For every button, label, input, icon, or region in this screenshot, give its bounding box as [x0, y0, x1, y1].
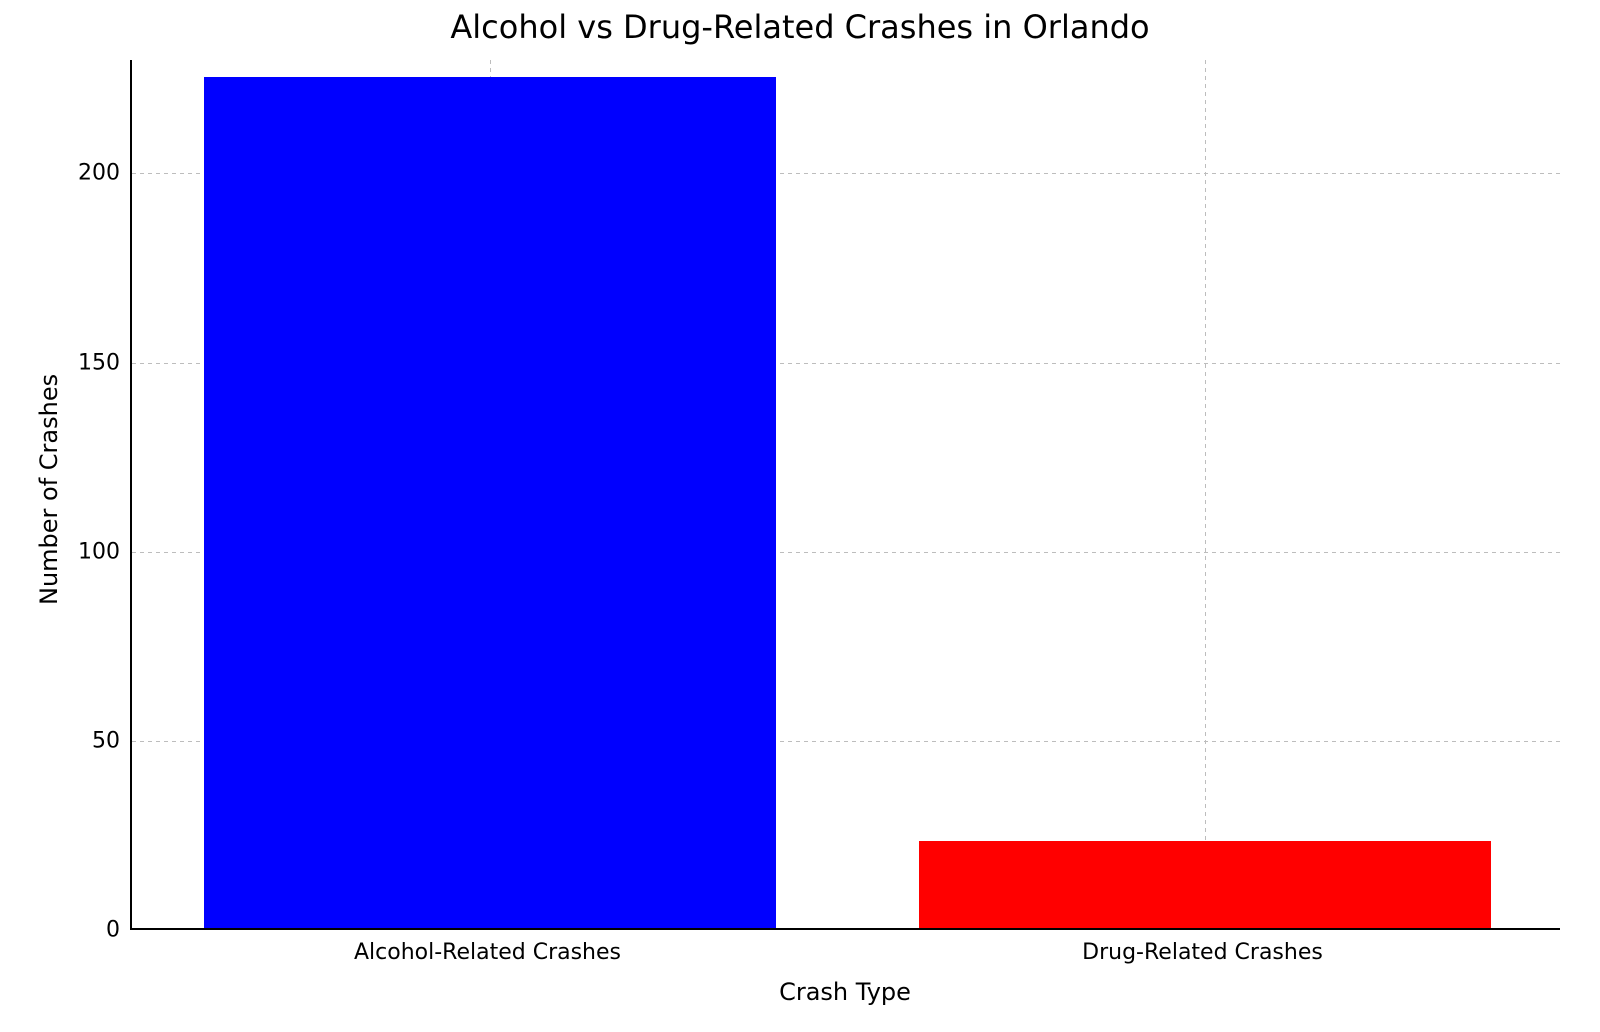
plot-area [130, 60, 1560, 930]
chart-title: Alcohol vs Drug-Related Crashes in Orlan… [0, 8, 1600, 46]
y-tick-label: 150 [50, 350, 120, 375]
gridline-vertical [1205, 60, 1206, 928]
bar-alcohol-related-crashes [204, 77, 776, 928]
bar-drug-related-crashes [919, 841, 1491, 928]
x-tick-label: Drug-Related Crashes [1082, 940, 1323, 965]
x-axis-label: Crash Type [779, 978, 911, 1006]
y-axis-label: Number of Crashes [35, 374, 63, 605]
y-tick-label: 50 [50, 728, 120, 753]
y-tick-label: 200 [50, 161, 120, 186]
y-tick-label: 100 [50, 539, 120, 564]
chart-container: Alcohol vs Drug-Related Crashes in Orlan… [0, 0, 1600, 1032]
x-tick-label: Alcohol-Related Crashes [354, 940, 621, 965]
y-tick-label: 0 [50, 918, 120, 943]
